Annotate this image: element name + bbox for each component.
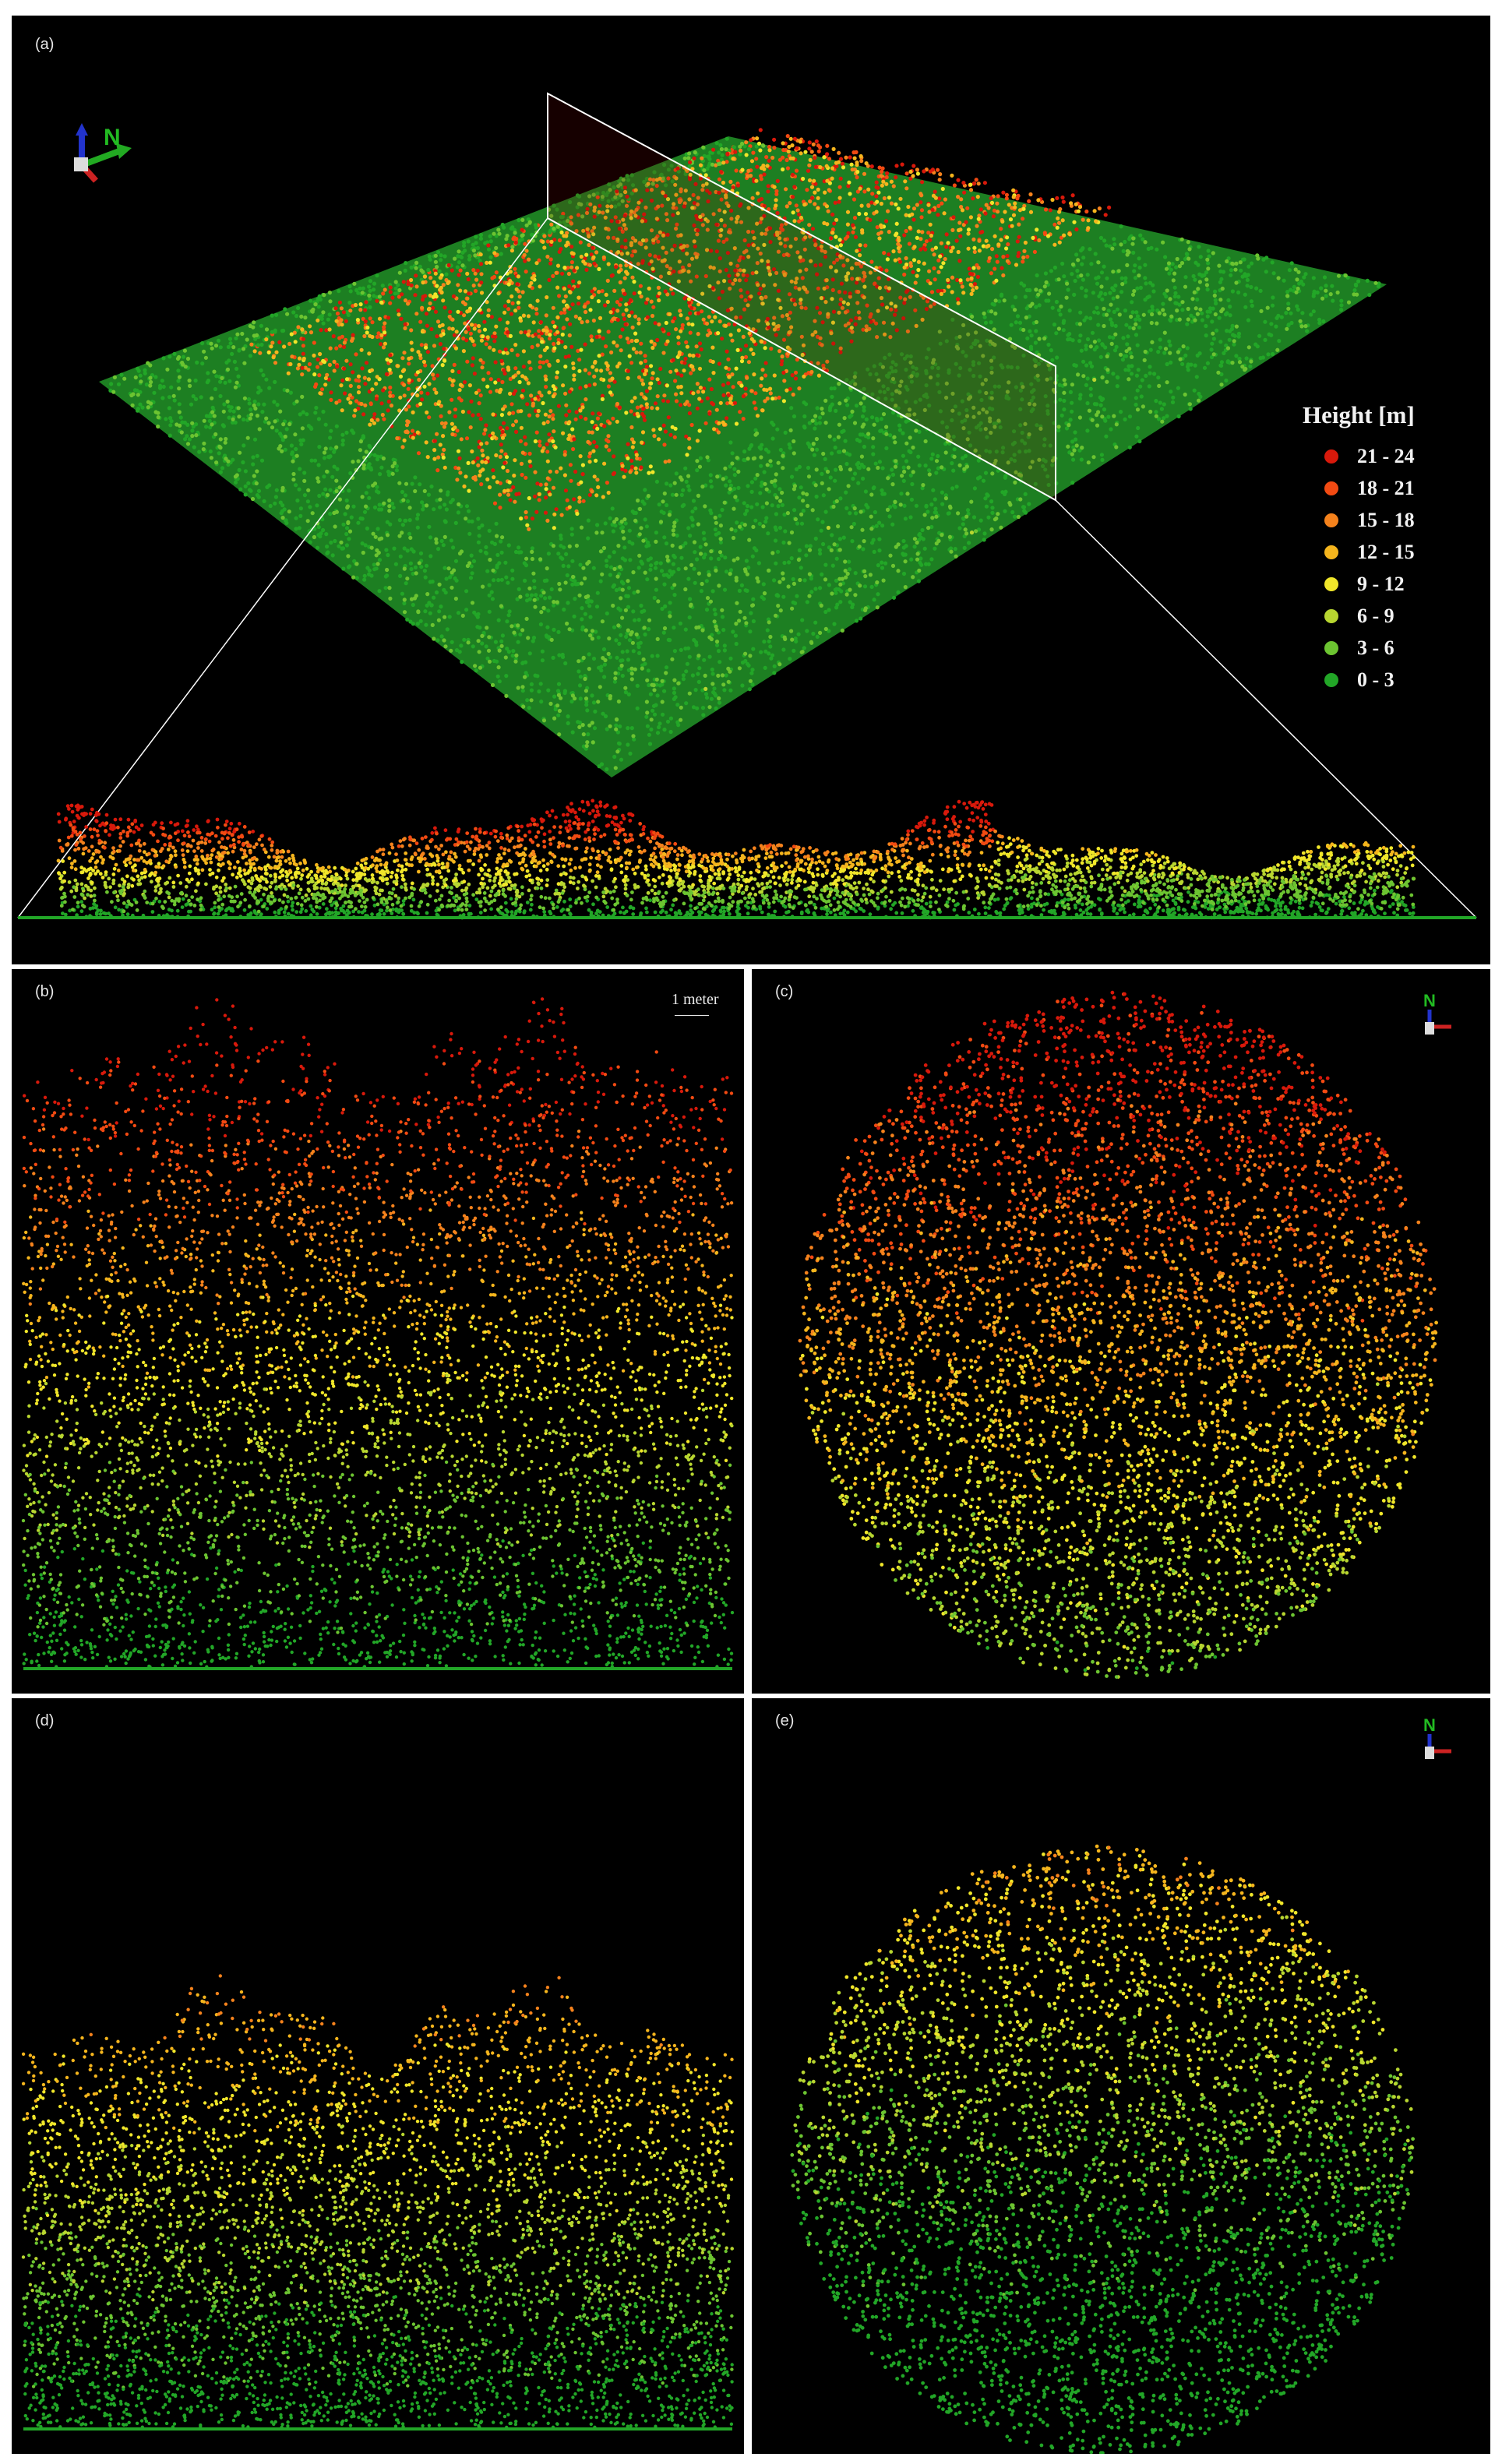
legend-item: 15 - 18 <box>1303 504 1474 536</box>
panel-label-e: (e) <box>775 1712 795 1729</box>
legend-swatch <box>1324 545 1338 559</box>
legend-label: 6 - 9 <box>1357 604 1394 627</box>
legend-title: Height [m] <box>1303 401 1415 428</box>
scale-bar-label: 1 meter <box>672 991 719 1008</box>
legend-swatch <box>1324 672 1338 687</box>
north-label: N <box>1423 991 1436 1010</box>
height-legend: Height [m] 21 - 24 18 - 21 15 - 18 12 - 15 9… <box>1303 401 1474 696</box>
north-label: N <box>104 125 121 150</box>
legend-swatch <box>1324 449 1338 464</box>
legend-label: 15 - 18 <box>1357 508 1415 531</box>
legend-swatch <box>1324 513 1338 527</box>
legend-label: 3 - 6 <box>1357 636 1394 659</box>
legend-item: 6 - 9 <box>1303 600 1474 632</box>
legend-item: 12 - 15 <box>1303 536 1474 568</box>
panel-label-d: (d) <box>35 1712 55 1729</box>
point-cloud-crown-c <box>798 990 1438 1680</box>
axis-gizmo-icon: N <box>74 123 132 183</box>
legend-label: 9 - 12 <box>1357 572 1405 595</box>
panel-e: (e) <box>752 1698 1490 2454</box>
panel-b: (b) <box>12 969 744 1694</box>
point-cloud-profile-b <box>21 997 735 1670</box>
legend-swatch <box>1324 576 1338 591</box>
panel-a: (a) <box>12 16 1490 964</box>
legend-item: 18 - 21 <box>1303 472 1474 504</box>
legend-item: 0 - 3 <box>1303 664 1474 696</box>
legend-label: 18 - 21 <box>1357 476 1415 499</box>
panel-label-c: (c) <box>775 983 794 1000</box>
north-gizmo-icon: N <box>1423 1715 1451 1759</box>
legend-label: 0 - 3 <box>1357 668 1394 691</box>
legend-swatch <box>1324 640 1338 655</box>
panel-label-b: (b) <box>35 983 55 1000</box>
legend-swatch <box>1324 608 1338 623</box>
north-gizmo-icon: N <box>1423 991 1451 1035</box>
legend-label: 12 - 15 <box>1357 540 1415 563</box>
scale-bar: 1 meter <box>672 991 719 1016</box>
panel-label-a: (a) <box>35 36 55 53</box>
legend-item: 3 - 6 <box>1303 632 1474 664</box>
panel-d: (d) <box>12 1698 744 2454</box>
legend-item: 9 - 12 <box>1303 568 1474 600</box>
scale-bar-line <box>675 1015 709 1016</box>
legend-label: 21 - 24 <box>1357 444 1415 467</box>
point-cloud-profile-d <box>21 1974 735 2431</box>
legend-swatch <box>1324 481 1338 495</box>
point-cloud-overview <box>17 92 1477 920</box>
legend-item: 21 - 24 <box>1303 440 1474 472</box>
panel-c: (c) <box>752 969 1490 1694</box>
point-cloud-crown-e <box>790 1844 1415 2454</box>
north-label: N <box>1423 1715 1436 1735</box>
